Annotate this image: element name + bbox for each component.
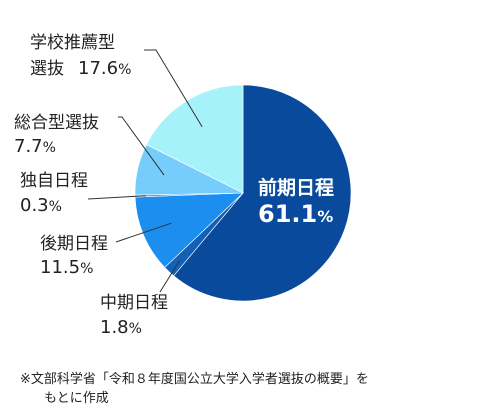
slice-label-name-sogo: 総合型選抜 — [14, 113, 99, 133]
pie-slice-zenki — [173, 84, 352, 302]
slice-label-name-suisen-2: 選抜 — [30, 59, 64, 79]
slice-label-pct-suisen: 17.6% — [78, 58, 131, 79]
slice-label-name-zenki: 前期日程 — [258, 176, 334, 199]
slice-label-pct-dokuji: 0.3% — [20, 195, 62, 216]
leader-line-chuki — [159, 260, 180, 293]
footnote: ※文部科学省「令和８年度国公立大学入学者選抜の概要」を もとに作成 — [20, 370, 369, 408]
slice-label-pct-koki: 11.5% — [40, 257, 93, 278]
leader-line-sogo — [118, 116, 165, 176]
footnote-line-1: ※文部科学省「令和８年度国公立大学入学者選抜の概要」を — [20, 372, 369, 387]
leader-line-dokuji — [87, 195, 146, 200]
slice-label-name-chuki: 中期日程 — [100, 293, 168, 313]
slice-label-pct-chuki: 1.8% — [100, 317, 142, 338]
slice-label-name-koki: 後期日程 — [40, 234, 108, 254]
slice-label-pct-zenki: 61.1% — [258, 200, 333, 228]
footnote-line-2: もとに作成 — [44, 391, 109, 406]
slice-label-name-dokuji: 独自日程 — [20, 171, 88, 191]
leader-line-suisen — [144, 49, 203, 128]
slice-label-pct-sogo: 7.7% — [14, 136, 56, 157]
leader-line-koki — [115, 222, 172, 243]
leader-lines — [87, 49, 203, 293]
pie-slice-koki — [134, 192, 244, 268]
slice-label-name-suisen-1: 学校推薦型 — [30, 33, 115, 53]
